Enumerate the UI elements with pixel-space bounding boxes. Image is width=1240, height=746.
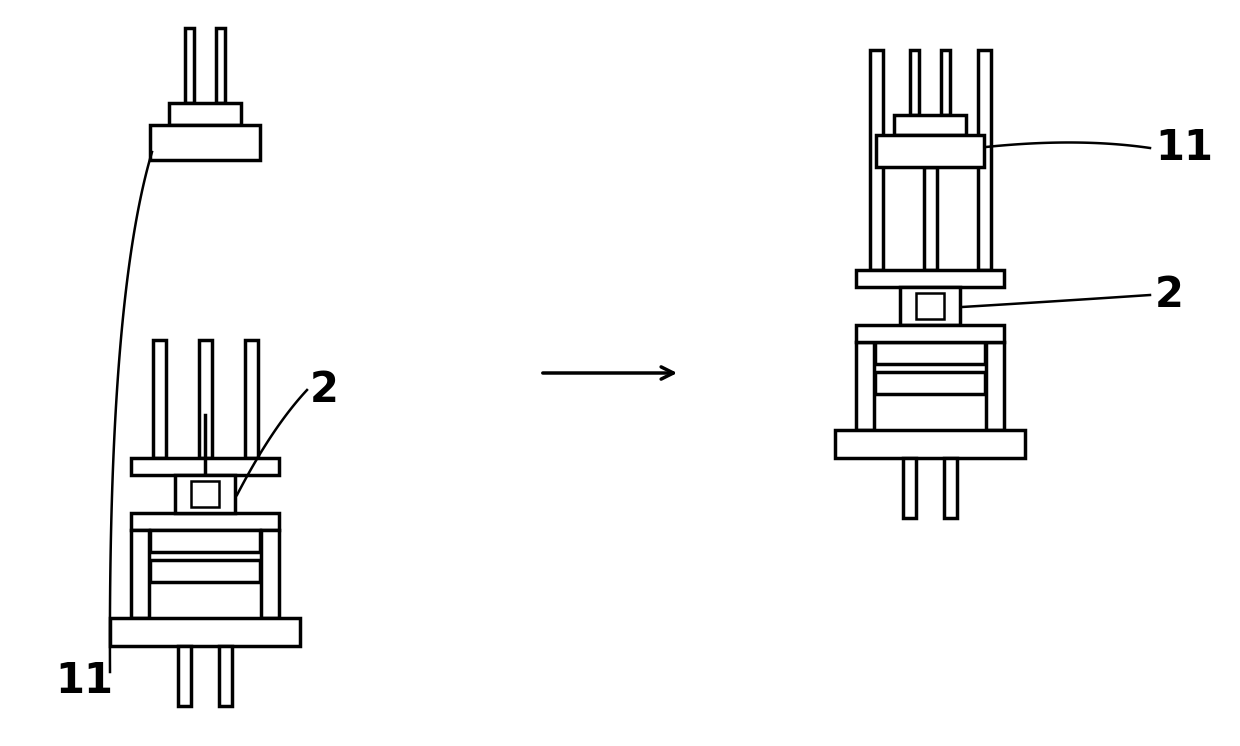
Bar	[169, 103, 241, 125]
Bar	[219, 646, 232, 706]
Bar	[856, 270, 1004, 287]
Bar	[916, 293, 944, 319]
Text: 11: 11	[55, 660, 113, 702]
Bar	[924, 167, 937, 270]
Text: 2: 2	[310, 369, 339, 411]
Bar	[216, 28, 224, 103]
Bar	[941, 50, 950, 115]
Bar	[191, 481, 219, 507]
Text: 11: 11	[1154, 127, 1213, 169]
Bar	[910, 50, 919, 115]
Bar	[875, 372, 985, 394]
Bar	[875, 342, 985, 364]
Bar	[150, 560, 260, 582]
Bar	[978, 50, 991, 270]
Bar	[246, 340, 258, 458]
Bar	[175, 475, 236, 513]
Bar	[110, 618, 300, 646]
Bar	[986, 342, 1004, 430]
Bar	[131, 530, 149, 618]
Bar	[900, 287, 960, 325]
Bar	[835, 430, 1025, 458]
Bar	[260, 530, 279, 618]
Bar	[894, 115, 966, 135]
Bar	[185, 28, 193, 103]
Bar	[179, 646, 191, 706]
Bar	[903, 458, 916, 518]
Bar	[131, 458, 279, 475]
Bar	[198, 340, 212, 458]
Bar	[131, 513, 279, 530]
Bar	[856, 325, 1004, 342]
Bar	[870, 50, 883, 270]
Bar	[150, 125, 260, 160]
Bar	[153, 340, 166, 458]
Bar	[875, 135, 985, 167]
Bar	[856, 342, 874, 430]
Bar	[150, 530, 260, 552]
Text: 2: 2	[1154, 274, 1184, 316]
Bar	[944, 458, 957, 518]
